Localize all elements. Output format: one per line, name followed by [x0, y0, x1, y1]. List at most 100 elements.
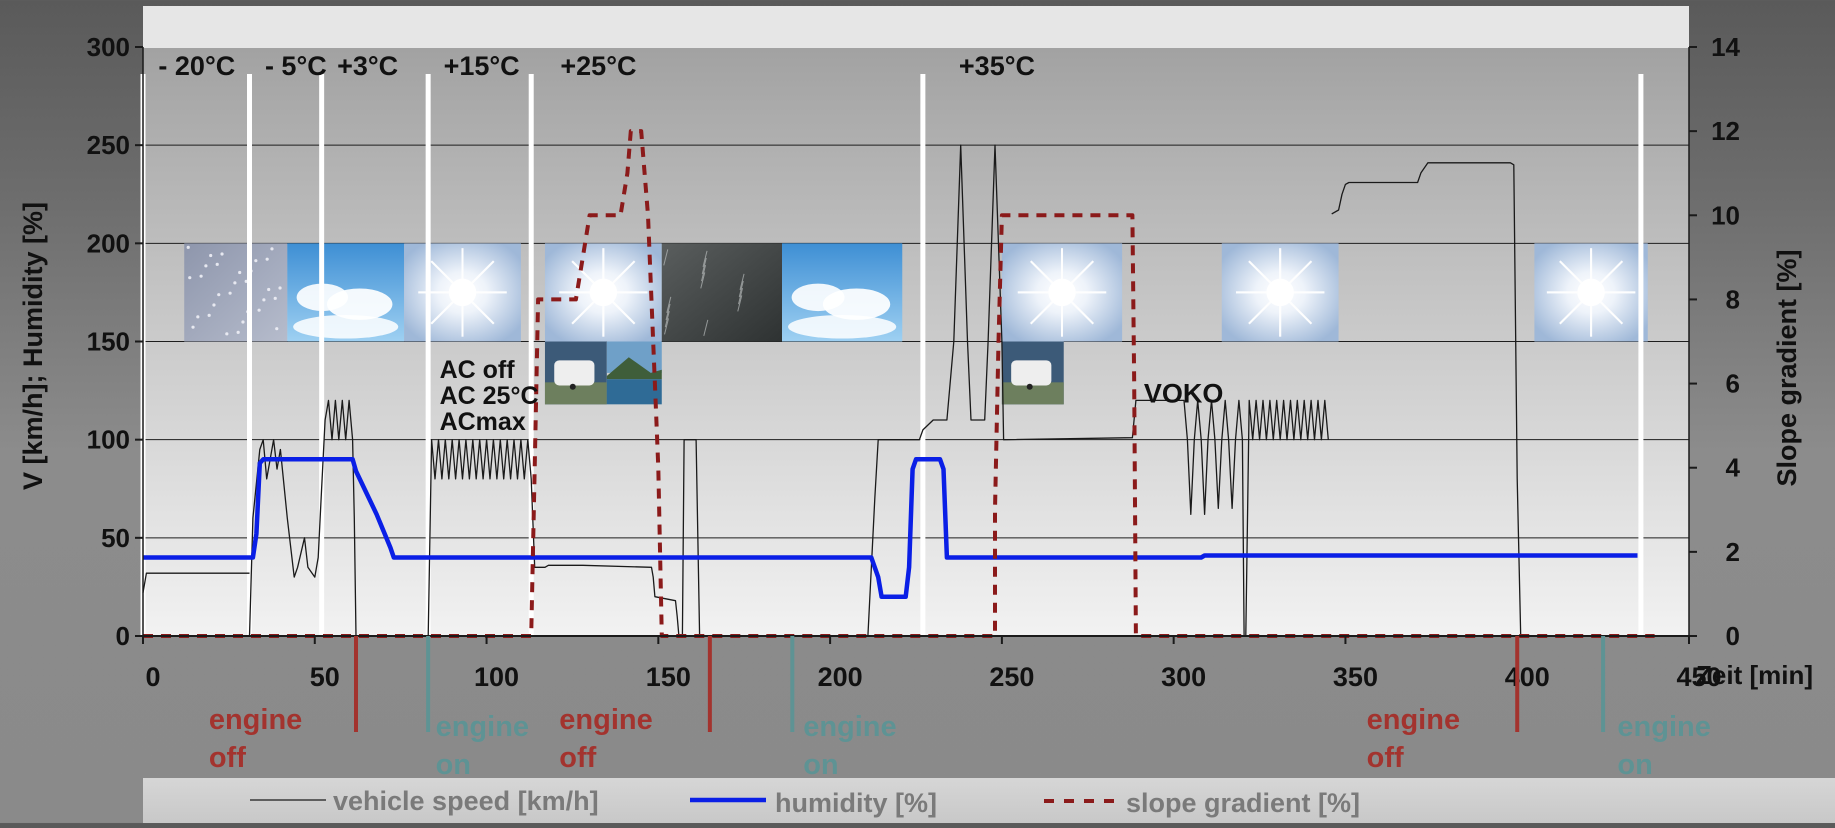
legend-bg — [143, 778, 1835, 823]
engine-off-label: engine — [209, 704, 302, 736]
engine-off-label: engine — [1367, 704, 1460, 736]
weather-image-sun — [1534, 243, 1648, 342]
y-right-axis-title: Slope gradient [%] — [1772, 249, 1802, 486]
divider-lines — [140, 74, 1644, 636]
engine-off-label: off — [559, 742, 596, 774]
engine-off-label: engine — [559, 704, 652, 736]
temperature-label: +3°C — [337, 51, 398, 81]
snow-flake — [217, 293, 221, 297]
temperature-label: +35°C — [959, 51, 1035, 81]
ac-annotation-line: AC 25°C — [440, 382, 539, 410]
snow-flake — [273, 296, 277, 300]
lake-water — [606, 379, 662, 405]
snow-flake — [186, 245, 190, 249]
x-tick-label: 450 — [1676, 662, 1721, 692]
y-left-tick-label: 300 — [87, 32, 130, 62]
weather-image-sun — [1221, 243, 1339, 342]
sun-icon — [1577, 278, 1605, 307]
y-right-tick-label: 6 — [1726, 369, 1740, 399]
vehicle-speed-line — [1331, 162, 1522, 637]
snow-flake — [215, 262, 219, 266]
y-left-axis-title: V [km/h]; Humidity [%] — [18, 202, 48, 490]
engine-on-label: engine — [1617, 711, 1710, 743]
x-tick-label: 400 — [1505, 662, 1550, 692]
x-tick-label: 0 — [145, 662, 160, 692]
sun-icon — [589, 278, 618, 307]
y-right-tick-label: 8 — [1726, 284, 1740, 314]
x-tick-label: 50 — [310, 662, 340, 692]
rain-drop — [665, 303, 671, 321]
snow-flake — [199, 274, 203, 278]
engine-on-label: on — [1617, 749, 1652, 781]
rain-drop — [666, 296, 672, 313]
legend-label-speed: vehicle speed [km/h] — [333, 786, 599, 816]
y-left-tick-label: 250 — [87, 130, 130, 160]
temperature-label: - 5°C — [265, 51, 327, 81]
engine-on-label: on — [803, 749, 838, 781]
snow-flake — [265, 257, 269, 261]
temperature-label: - 20°C — [158, 51, 235, 81]
cloud-icon — [788, 314, 897, 339]
engine-events: engine off engine on engine off engine on engine… — [209, 636, 1711, 781]
snow-flake — [225, 332, 229, 336]
series-layer — [142, 129, 1655, 638]
road — [544, 382, 607, 405]
weather-image-sun — [404, 243, 521, 342]
rain-drop — [737, 295, 743, 312]
cloud-icon — [327, 288, 393, 320]
legend-label-humidity: humidity [%] — [775, 788, 937, 818]
snow-flake — [188, 276, 192, 280]
weather-image-caravan — [544, 341, 607, 405]
rain-drop — [701, 265, 707, 282]
snow-flake — [196, 315, 200, 319]
engine-on-label: engine — [803, 711, 896, 743]
mountain-icon — [606, 357, 662, 380]
y-right-tick-label: 2 — [1726, 537, 1740, 567]
rain-bg — [661, 243, 783, 342]
snow-flake — [207, 313, 211, 317]
rain-drop — [663, 249, 669, 266]
engine-on-label: engine — [436, 711, 529, 743]
rain-drop — [702, 250, 708, 267]
y-left-tick-label: 200 — [87, 228, 130, 258]
voko-annotation: VOKO — [1144, 379, 1224, 409]
weather-image-sun — [544, 243, 662, 342]
y-right-tick-label: 10 — [1711, 200, 1740, 230]
weather-image-snow — [184, 243, 288, 342]
rain-drop — [664, 318, 670, 335]
rain-drop — [738, 280, 744, 298]
rain-drop — [703, 319, 709, 336]
engine-off-label: off — [1367, 742, 1404, 774]
snow-flake — [233, 281, 237, 285]
road — [1001, 382, 1064, 405]
rain-drop — [701, 257, 707, 275]
y-right-tick-label: 0 — [1726, 621, 1740, 651]
snow-flake — [241, 320, 245, 324]
y-left-tick-label: 0 — [116, 621, 130, 651]
slope-gradient-line — [143, 129, 1655, 638]
x-tick-label: 100 — [474, 662, 519, 692]
rain-drop — [664, 311, 670, 328]
snow-flake — [236, 330, 240, 334]
y-left-tick-label: 150 — [87, 327, 130, 357]
vehicle-speed-line — [867, 144, 1329, 637]
legend-label-slope: slope gradient [%] — [1126, 788, 1360, 818]
rain-drop — [739, 273, 745, 290]
engine-off-label: off — [209, 742, 246, 774]
engine-on-label: on — [436, 749, 471, 781]
y-left-tick-label: 50 — [101, 523, 130, 553]
humidity-line — [143, 457, 1638, 599]
sun-icon — [448, 278, 477, 307]
weather-image-rain — [661, 243, 783, 342]
plot-top-band — [143, 6, 1689, 48]
y-left-tick-label: 100 — [87, 425, 130, 455]
x-tick-label: 300 — [1161, 662, 1206, 692]
legend: vehicle speed [km/h] humidity [%] slope gr… — [250, 786, 1360, 818]
y-right-tick-label: 4 — [1726, 453, 1741, 483]
snow-flake — [209, 253, 213, 258]
snow-flake — [212, 303, 216, 307]
x-tick-label: 150 — [646, 662, 691, 692]
